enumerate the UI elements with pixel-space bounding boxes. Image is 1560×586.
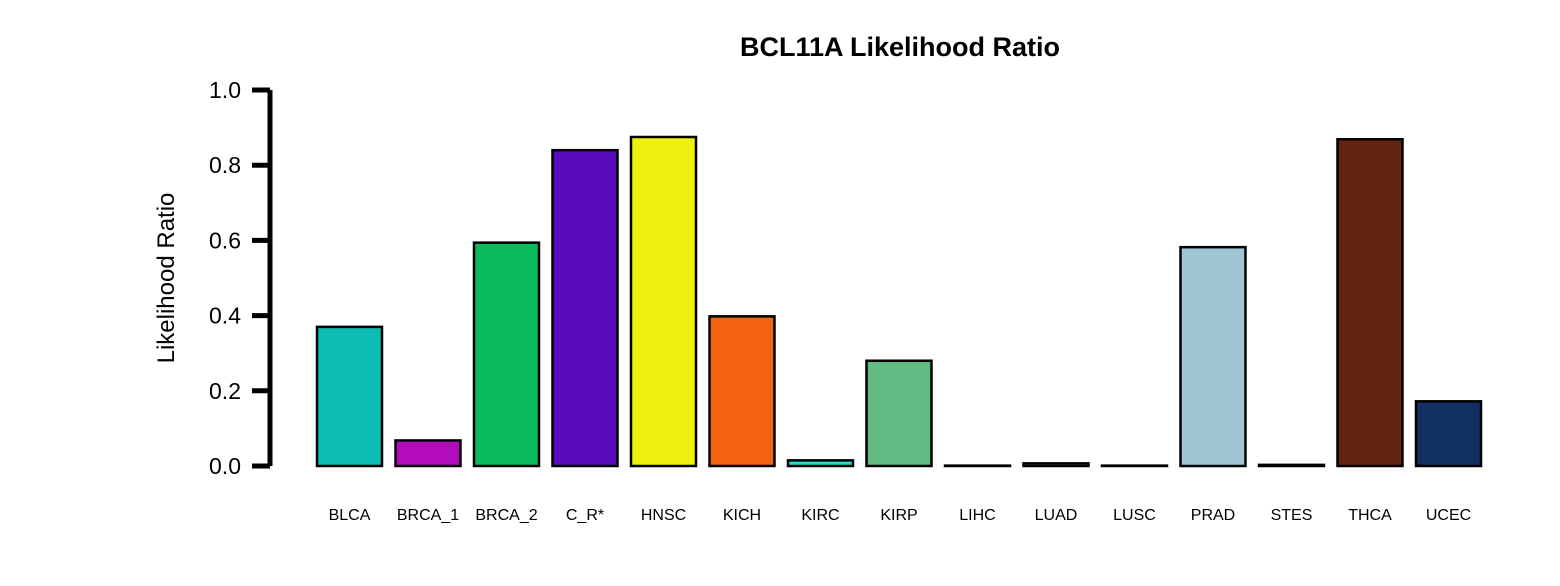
y-axis-label: Likelihood Ratio xyxy=(153,193,180,364)
x-tick-label: PRAD xyxy=(1191,507,1235,524)
bar-kirp xyxy=(865,359,933,468)
x-tick-label: LIHC xyxy=(959,507,995,524)
x-tick-label: BLCA xyxy=(329,507,371,524)
bar-stes xyxy=(1257,463,1326,468)
y-tick-label: 0.8 xyxy=(209,152,241,178)
x-tick-label: UCEC xyxy=(1426,507,1471,524)
y-tick-label: 0.4 xyxy=(209,303,241,329)
x-tick-label: LUAD xyxy=(1035,507,1078,524)
bar-brca-1 xyxy=(394,439,462,468)
x-tick-label: THCA xyxy=(1348,507,1392,524)
bar-hnsc xyxy=(629,135,698,468)
bars xyxy=(315,135,1483,468)
y-tick-label: 0.6 xyxy=(209,227,241,253)
bar-prad xyxy=(1179,245,1247,468)
y-tick-label: 0.0 xyxy=(209,453,241,479)
y-tick-label: 0.2 xyxy=(209,378,241,404)
x-tick-label: LUSC xyxy=(1113,507,1156,524)
x-tick-label: BRCA_2 xyxy=(475,507,537,524)
x-tick-label: HNSC xyxy=(641,507,686,524)
x-tick-label: BRCA_1 xyxy=(397,507,459,524)
x-tick-label: KICH xyxy=(723,507,761,524)
bar-ucec xyxy=(1414,400,1483,468)
bar-kirc xyxy=(786,459,855,468)
x-axis-labels: BLCA BRCA_1 BRCA_2 C_R* HNSC KICH KIRC KIRP LIHC… xyxy=(329,507,1472,524)
x-tick-label: STES xyxy=(1271,507,1313,524)
chart-title: BCL11A Likelihood Ratio xyxy=(740,32,1060,62)
x-tick-label: KIRC xyxy=(801,507,839,524)
bar-luad xyxy=(1022,462,1090,468)
bar-c-r- xyxy=(551,148,619,468)
bar-blca xyxy=(315,325,384,468)
bar-thca xyxy=(1336,138,1404,468)
x-tick-label: C_R* xyxy=(566,507,604,524)
y-axis: 0.0 0.2 0.4 0.6 0.8 1.0 xyxy=(209,77,273,479)
bar-brca-2 xyxy=(472,241,541,468)
y-tick-label: 1.0 xyxy=(209,77,241,103)
bar-kich xyxy=(708,315,776,468)
x-tick-label: KIRP xyxy=(880,507,917,524)
